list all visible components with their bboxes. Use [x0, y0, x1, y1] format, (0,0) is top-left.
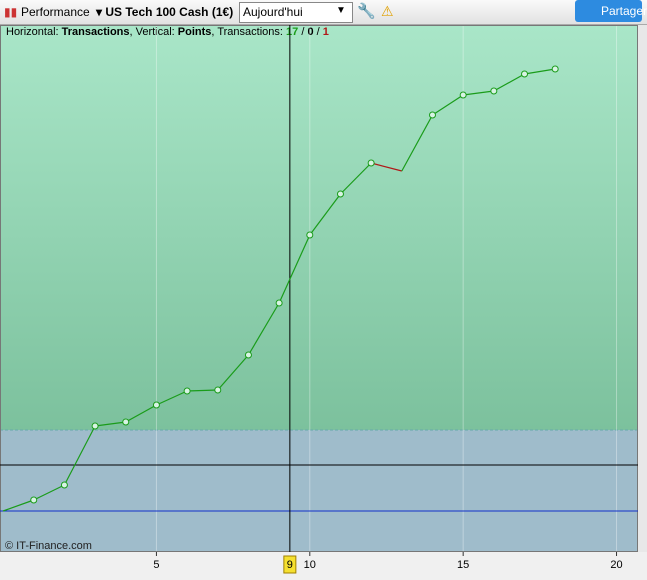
title: Performance [21, 5, 90, 19]
point [91, 422, 99, 430]
cursor-label: 9 [287, 559, 293, 571]
period-select[interactable]: Aujourd'hui ▼ [239, 2, 353, 23]
point [459, 91, 467, 99]
info-text: Points [178, 26, 212, 38]
info-text: , Vertical: [130, 26, 178, 38]
line-segment [2, 499, 34, 512]
point [183, 387, 191, 395]
point [551, 65, 559, 73]
info-text: Transactions [62, 26, 130, 38]
x-tick-label: 10 [304, 559, 316, 571]
line-segment [340, 162, 372, 195]
warning[interactable]: ⚠ [381, 3, 394, 19]
point [490, 87, 498, 95]
x-tick-label: 5 [153, 559, 159, 571]
share[interactable]: Partager [601, 4, 647, 18]
line-segment [370, 162, 402, 172]
line-segment [95, 421, 126, 427]
line-segment [33, 484, 65, 501]
line-segment [125, 404, 157, 423]
point [30, 496, 38, 504]
point [428, 111, 436, 119]
info: Horizontal: Transactions, Vertical: Poin… [6, 26, 329, 38]
losses: 1 [323, 26, 329, 38]
point [122, 418, 130, 426]
frame [0, 25, 638, 552]
point [306, 231, 314, 239]
line-segment [217, 354, 249, 391]
point [336, 190, 344, 198]
toolbar: ▮▮ Performance ▾ US Tech 100 Cash (1€) A… [0, 0, 647, 25]
chart: Horizontal: Transactions, Vertical: Poin… [0, 25, 647, 574]
plot: Horizontal: Transactions, Vertical: Poin… [0, 25, 647, 574]
info-text: Horizontal: [6, 26, 62, 38]
line-segment [278, 234, 311, 304]
point [275, 299, 283, 307]
line-segment [493, 73, 525, 92]
point [60, 481, 68, 489]
positive-zone [0, 25, 638, 430]
info-text: / [298, 26, 307, 38]
point [244, 351, 252, 359]
settings[interactable]: 🔧 [357, 3, 376, 20]
x-tick-label: 15 [457, 559, 469, 571]
wins: 17 [286, 26, 298, 38]
point [152, 401, 160, 409]
instrument-name[interactable]: US Tech 100 Cash (1€) [105, 5, 234, 19]
info-text: , Transactions: [211, 26, 286, 38]
even: 0 [307, 26, 313, 38]
instrument[interactable]: ▾ US Tech 100 Cash (1€) [96, 5, 234, 19]
point [521, 70, 529, 78]
period[interactable]: Aujourd'hui [243, 5, 303, 19]
line-segment [309, 193, 341, 236]
x-tick-label: 20 [610, 559, 622, 571]
line-segment [187, 389, 218, 392]
line-segment [63, 425, 96, 486]
info-text: / [314, 26, 323, 38]
arrow[interactable]: ▼ [336, 5, 346, 16]
cursor-badge [283, 555, 297, 574]
line-segment [524, 68, 556, 75]
icon: ▮▮ [4, 5, 18, 19]
line-segment [247, 302, 280, 356]
line-segment [401, 114, 434, 172]
point [367, 159, 375, 167]
watermark: © IT-Finance.com [5, 540, 92, 552]
line-segment [156, 390, 188, 406]
point [214, 386, 222, 394]
right-axis [638, 25, 647, 552]
line-segment [432, 94, 464, 116]
negative-zone [0, 430, 638, 552]
share-button[interactable]: Partager [575, 0, 647, 22]
line-segment [463, 90, 494, 96]
